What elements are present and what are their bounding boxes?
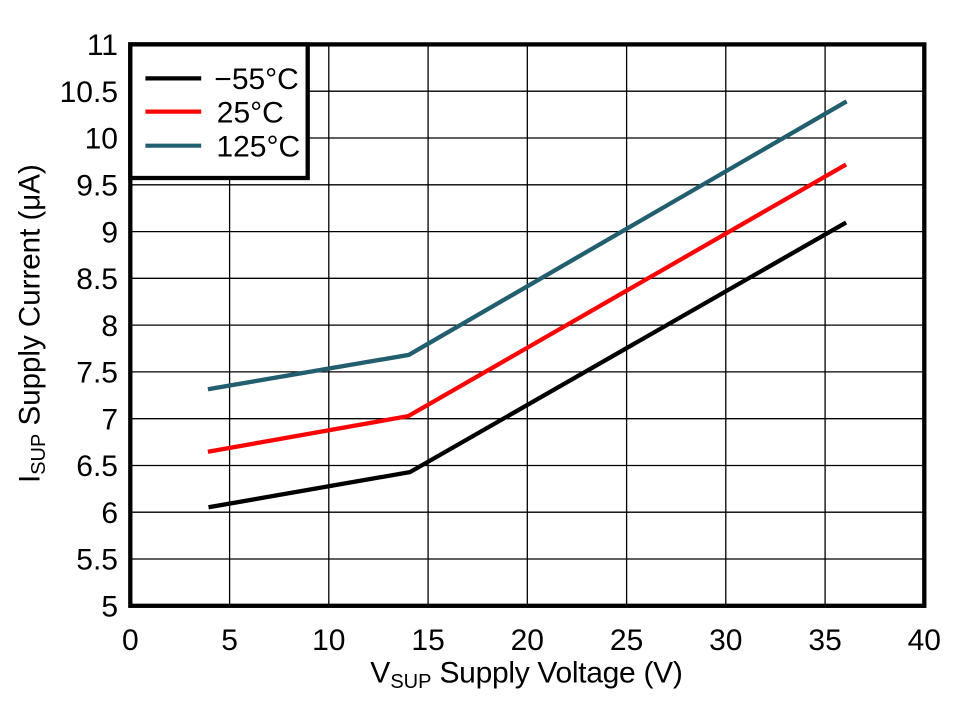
svg-text:7.5: 7.5 [76, 357, 118, 390]
svg-text:6.5: 6.5 [76, 450, 118, 483]
svg-text:8: 8 [101, 310, 118, 343]
svg-text:30: 30 [709, 624, 742, 657]
svg-text:9.5: 9.5 [76, 170, 118, 203]
svg-text:6: 6 [101, 497, 118, 530]
svg-text:5.5: 5.5 [76, 544, 118, 577]
svg-text:10.5: 10.5 [60, 76, 118, 109]
svg-text:8.5: 8.5 [76, 263, 118, 296]
svg-text:VSUP Supply Voltage (V): VSUP Supply Voltage (V) [370, 656, 682, 693]
svg-text:−55°C: −55°C [214, 63, 299, 96]
svg-text:15: 15 [411, 624, 444, 657]
svg-text:5: 5 [101, 591, 118, 624]
svg-text:ISUP Supply Current (μA): ISUP Supply Current (μA) [14, 164, 51, 483]
svg-text:9: 9 [101, 216, 118, 249]
svg-text:35: 35 [808, 624, 841, 657]
svg-text:7: 7 [101, 403, 118, 436]
svg-text:0: 0 [122, 624, 139, 657]
svg-text:20: 20 [511, 624, 544, 657]
svg-text:25°C: 25°C [217, 96, 284, 129]
svg-text:10: 10 [85, 123, 118, 156]
svg-text:10: 10 [312, 624, 345, 657]
svg-text:125°C: 125°C [216, 130, 300, 163]
svg-text:25: 25 [610, 624, 643, 657]
svg-text:40: 40 [908, 624, 941, 657]
svg-text:5: 5 [221, 624, 238, 657]
svg-text:11: 11 [87, 29, 118, 62]
